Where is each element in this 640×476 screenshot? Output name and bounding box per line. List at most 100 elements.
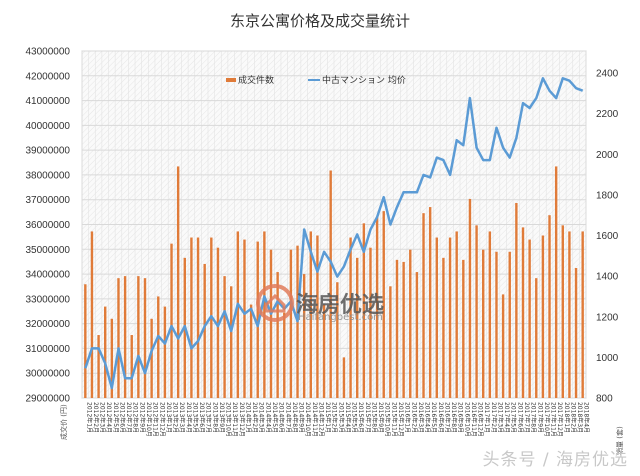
bar bbox=[508, 251, 511, 398]
bar bbox=[462, 259, 465, 398]
svg-text:1200: 1200 bbox=[596, 312, 619, 323]
bar bbox=[90, 231, 94, 398]
bar bbox=[110, 318, 114, 398]
bar bbox=[548, 215, 551, 398]
svg-text:2018年3月: 2018年3月 bbox=[576, 402, 584, 433]
bar bbox=[554, 166, 558, 398]
bar bbox=[342, 357, 346, 398]
svg-text:2012年7月: 2012年7月 bbox=[125, 402, 133, 433]
svg-text:2015年7月: 2015年7月 bbox=[364, 402, 372, 433]
bar bbox=[309, 231, 312, 398]
svg-text:2015年8月: 2015年8月 bbox=[370, 402, 378, 433]
bar bbox=[269, 249, 273, 398]
bar bbox=[409, 249, 412, 398]
bar bbox=[535, 278, 538, 398]
bar bbox=[223, 276, 226, 398]
svg-text:2014年9月: 2014年9月 bbox=[298, 402, 306, 433]
svg-text:2012年8月: 2012年8月 bbox=[132, 402, 140, 433]
bar bbox=[574, 268, 578, 398]
svg-text:2014年3月: 2014年3月 bbox=[258, 402, 266, 433]
bar bbox=[84, 284, 87, 398]
svg-text:2018年4月: 2018年4月 bbox=[583, 402, 591, 433]
svg-text:34000000: 34000000 bbox=[26, 270, 71, 281]
svg-text:2017年5月: 2017年5月 bbox=[510, 402, 518, 433]
svg-text:2014年4月: 2014年4月 bbox=[264, 402, 272, 433]
bar bbox=[276, 272, 279, 398]
bar bbox=[157, 296, 160, 398]
svg-text:2018年1月: 2018年1月 bbox=[563, 402, 571, 433]
svg-text:2012年2月: 2012年2月 bbox=[92, 402, 100, 433]
svg-text:2014年1月: 2014年1月 bbox=[244, 402, 252, 433]
legend-bar-swatch bbox=[226, 78, 236, 82]
svg-text:35000000: 35000000 bbox=[26, 245, 71, 256]
svg-text:2015年10月: 2015年10月 bbox=[384, 402, 392, 437]
bar bbox=[528, 239, 531, 398]
svg-text:2015年4月: 2015年4月 bbox=[344, 402, 352, 433]
bar bbox=[203, 263, 206, 398]
svg-text:2016年3月: 2016年3月 bbox=[417, 402, 425, 433]
legend-bar-label: 成交件数 bbox=[238, 74, 274, 86]
svg-text:2017年12月: 2017年12月 bbox=[556, 402, 564, 437]
bar bbox=[117, 278, 120, 398]
svg-text:2015年3月: 2015年3月 bbox=[337, 402, 345, 433]
chart-title: 东京公寓价格及成交量统计 bbox=[229, 12, 410, 30]
svg-text:42000000: 42000000 bbox=[26, 71, 71, 82]
bar bbox=[442, 257, 445, 398]
svg-text:2016年10月: 2016年10月 bbox=[463, 402, 471, 437]
bar bbox=[256, 241, 259, 398]
svg-text:2016年6月: 2016年6月 bbox=[437, 402, 445, 433]
bar bbox=[137, 276, 140, 398]
svg-text:2013年8月: 2013年8月 bbox=[211, 402, 219, 433]
svg-text:38000000: 38000000 bbox=[26, 170, 71, 181]
bar bbox=[130, 335, 133, 398]
svg-text:2017年6月: 2017年6月 bbox=[516, 402, 524, 433]
bar bbox=[150, 318, 153, 398]
svg-text:2016年9月: 2016年9月 bbox=[457, 402, 465, 433]
bar bbox=[176, 166, 180, 398]
svg-text:2013年12月: 2013年12月 bbox=[238, 402, 246, 437]
logo-name: 海房优选 bbox=[296, 293, 385, 318]
bar bbox=[329, 170, 332, 398]
watermark: 头条号 / 海房优选 bbox=[482, 450, 628, 470]
right-axis-title: 销量 (套) bbox=[615, 426, 624, 455]
svg-text:2016年2月: 2016年2月 bbox=[410, 402, 418, 433]
svg-text:2015年1月: 2015年1月 bbox=[324, 402, 332, 433]
svg-text:2013年4月: 2013年4月 bbox=[185, 402, 193, 433]
svg-text:2016年11月: 2016年11月 bbox=[470, 402, 478, 437]
svg-text:2012年12月: 2012年12月 bbox=[158, 402, 166, 437]
svg-text:2015年9月: 2015年9月 bbox=[377, 402, 385, 433]
svg-text:2015年11月: 2015年11月 bbox=[390, 402, 398, 437]
svg-text:2016年1月: 2016年1月 bbox=[404, 402, 412, 433]
left-axis-ticks: 29000000 30000000 31000000 32000000 33000000… bbox=[26, 47, 71, 405]
svg-text:1000: 1000 bbox=[596, 353, 619, 364]
svg-text:2016年5月: 2016年5月 bbox=[430, 402, 438, 433]
bar bbox=[428, 207, 432, 398]
svg-text:2012年9月: 2012年9月 bbox=[138, 402, 146, 433]
svg-text:41000000: 41000000 bbox=[26, 96, 71, 107]
bar bbox=[196, 237, 200, 398]
svg-text:2014年7月: 2014年7月 bbox=[284, 402, 292, 433]
svg-text:2014年6月: 2014年6月 bbox=[278, 402, 286, 433]
bar bbox=[249, 304, 253, 398]
svg-text:32000000: 32000000 bbox=[26, 319, 71, 330]
left-axis-title: 成交价 (円) bbox=[59, 404, 68, 440]
bar bbox=[402, 261, 405, 398]
svg-text:2400: 2400 bbox=[596, 69, 619, 80]
svg-text:2018年2月: 2018年2月 bbox=[569, 402, 577, 433]
svg-text:29000000: 29000000 bbox=[26, 394, 71, 405]
bar bbox=[395, 259, 399, 398]
svg-text:31000000: 31000000 bbox=[26, 344, 71, 355]
svg-text:2016年7月: 2016年7月 bbox=[443, 402, 451, 433]
svg-text:2015年12月: 2015年12月 bbox=[397, 402, 405, 437]
line-series-avg-price bbox=[84, 77, 584, 390]
svg-text:2014年5月: 2014年5月 bbox=[271, 402, 279, 433]
svg-text:2015年6月: 2015年6月 bbox=[357, 402, 365, 433]
svg-text:2017年7月: 2017年7月 bbox=[523, 402, 531, 433]
bar bbox=[283, 312, 286, 398]
svg-text:2013年7月: 2013年7月 bbox=[205, 402, 213, 433]
svg-text:2014年2月: 2014年2月 bbox=[251, 402, 259, 433]
svg-text:2016年8月: 2016年8月 bbox=[450, 402, 458, 433]
bar bbox=[435, 237, 438, 398]
bar bbox=[97, 335, 100, 398]
svg-text:2200: 2200 bbox=[596, 109, 619, 120]
